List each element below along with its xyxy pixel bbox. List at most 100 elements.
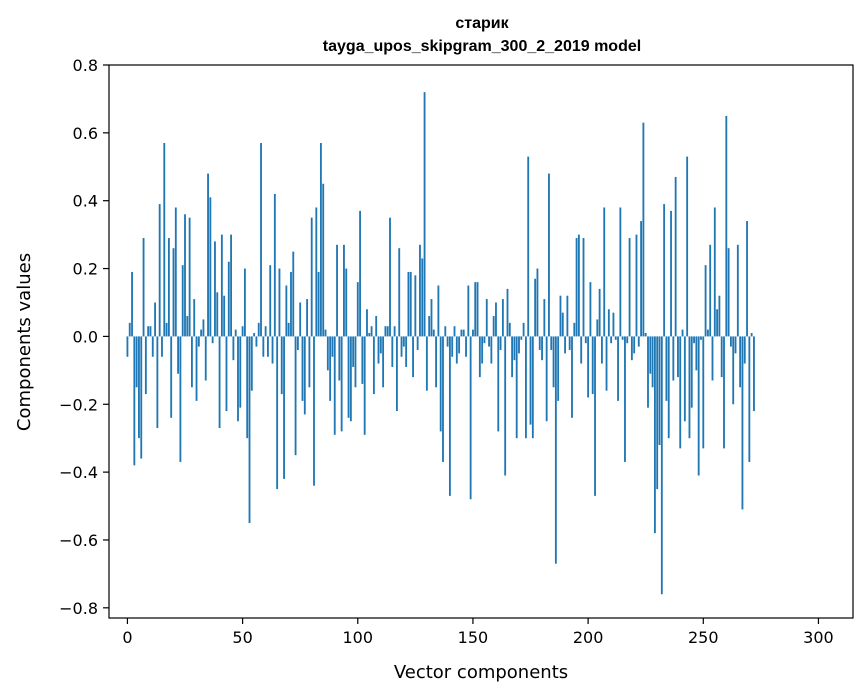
bar: [564, 336, 566, 353]
bar: [290, 272, 292, 336]
bar: [668, 336, 670, 438]
bar: [465, 336, 467, 356]
bar: [615, 336, 617, 339]
y-tick-label: 0.0: [73, 327, 98, 346]
bar: [371, 326, 373, 336]
bar: [477, 282, 479, 336]
bar: [359, 211, 361, 337]
bar: [587, 336, 589, 397]
bar: [705, 265, 707, 336]
bar: [675, 177, 677, 336]
x-tick-label: 100: [342, 628, 373, 647]
y-tick-label: 0.2: [73, 260, 98, 279]
bar: [396, 336, 398, 411]
bar: [652, 336, 654, 387]
bar: [447, 336, 449, 346]
bar: [285, 286, 287, 337]
bar: [401, 336, 403, 356]
bar: [136, 336, 138, 387]
bar: [523, 323, 525, 337]
bar: [728, 248, 730, 336]
bar: [569, 336, 571, 350]
bar: [269, 265, 271, 336]
bar: [495, 302, 497, 336]
bar: [214, 241, 216, 336]
bar: [716, 309, 718, 336]
bar: [751, 333, 753, 336]
bar: [228, 262, 230, 337]
bar: [315, 207, 317, 336]
bar: [500, 336, 502, 350]
bar: [488, 336, 490, 346]
bar: [297, 336, 299, 350]
bar: [636, 235, 638, 337]
bar: [154, 302, 156, 336]
bar: [419, 245, 421, 337]
bar: [479, 336, 481, 377]
bar: [246, 336, 248, 438]
bar: [152, 336, 154, 356]
bar: [534, 279, 536, 337]
bar: [408, 272, 410, 336]
bar: [212, 336, 214, 343]
y-tick-label: 0.4: [73, 192, 98, 211]
bar: [702, 336, 704, 448]
bar: [622, 336, 624, 339]
bar: [345, 269, 347, 337]
bar: [539, 336, 541, 350]
bar: [302, 336, 304, 400]
bar: [281, 336, 283, 394]
bar: [389, 218, 391, 337]
bar: [449, 336, 451, 495]
bar: [357, 282, 359, 336]
bar: [442, 336, 444, 462]
bar: [336, 245, 338, 337]
bar: [133, 336, 135, 465]
bar: [230, 235, 232, 337]
bar: [179, 336, 181, 462]
bar: [311, 218, 313, 337]
bar: [366, 309, 368, 336]
bar: [672, 336, 674, 380]
bar: [647, 336, 649, 407]
bar: [693, 336, 695, 343]
bar: [244, 269, 246, 337]
bar: [638, 336, 640, 346]
bar: [177, 336, 179, 373]
bar: [601, 336, 603, 363]
bar: [129, 323, 131, 337]
bar: [173, 248, 175, 336]
x-tick-label: 250: [688, 628, 719, 647]
bar: [159, 204, 161, 336]
bar: [373, 336, 375, 394]
bar: [196, 336, 198, 400]
bar: [421, 258, 423, 336]
bar: [318, 272, 320, 336]
x-tick-label: 150: [458, 628, 489, 647]
bar: [341, 336, 343, 431]
bar: [553, 336, 555, 387]
bar: [299, 302, 301, 336]
bar: [583, 238, 585, 336]
bar: [253, 333, 255, 336]
x-tick-label: 200: [573, 628, 604, 647]
bar: [458, 336, 460, 353]
bar: [205, 336, 207, 380]
bar: [732, 336, 734, 404]
bar: [352, 336, 354, 367]
bar: [170, 336, 172, 417]
x-tick-label: 0: [122, 628, 132, 647]
bar: [304, 336, 306, 414]
bar: [730, 336, 732, 346]
bar: [403, 336, 405, 346]
bar: [576, 238, 578, 336]
bar: [484, 336, 486, 343]
bar: [723, 336, 725, 448]
bar: [412, 336, 414, 377]
bar: [405, 336, 407, 367]
bar: [163, 143, 165, 336]
bar: [184, 214, 186, 336]
bar: [654, 336, 656, 533]
bar: [189, 218, 191, 337]
bar: [546, 336, 548, 421]
